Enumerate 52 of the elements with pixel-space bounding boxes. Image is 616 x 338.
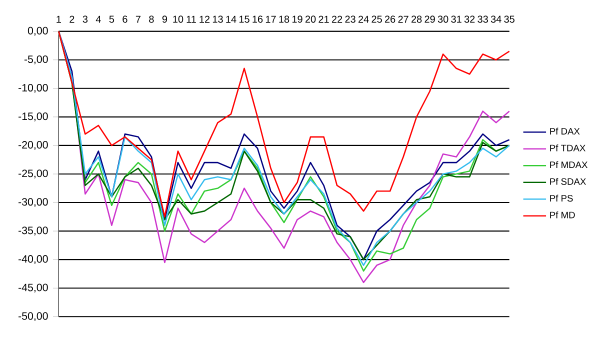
y-tick-label: -40,00 — [18, 255, 48, 264]
x-tick-label: 35 — [504, 16, 514, 23]
x-tick-label: 11 — [186, 16, 196, 23]
x-tick-label: 20 — [305, 16, 316, 23]
legend-label: Pf MD — [550, 211, 575, 218]
x-tick-label: 34 — [490, 16, 502, 23]
x-tick-label: 29 — [424, 16, 435, 23]
x-tick-label: 8 — [149, 16, 154, 23]
x-tick-label: 10 — [173, 16, 184, 23]
y-tick-label: -50,00 — [18, 312, 48, 322]
x-tick-label: 5 — [109, 16, 114, 23]
x-tick-label: 21 — [318, 16, 329, 23]
x-tick-label: 3 — [82, 16, 88, 23]
y-tick-label: 0,00 — [28, 26, 48, 36]
y-tick-label: -15,00 — [18, 112, 48, 122]
y-tick-label: -30,00 — [18, 198, 48, 207]
x-tick-label: 27 — [398, 16, 408, 23]
x-tick-label: 31 — [451, 16, 462, 23]
legend-label: Pf PS — [550, 194, 573, 202]
x-tick-label: 32 — [464, 16, 475, 23]
y-tick-label: -10,00 — [18, 84, 48, 93]
x-tick-label: 12 — [200, 16, 210, 23]
x-tick-label: 19 — [292, 16, 302, 23]
x-tick-label: 22 — [332, 16, 342, 23]
x-tick-label: 26 — [384, 16, 396, 23]
y-tick-label: -35,00 — [18, 226, 48, 236]
x-tick-label: 25 — [372, 16, 382, 23]
x-tick-label: 2 — [70, 16, 74, 23]
legend-label: Pf TDAX — [550, 144, 586, 152]
x-tick-label: 14 — [226, 16, 236, 23]
y-tick-label: -45,00 — [18, 284, 48, 293]
y-tick-label: -20,00 — [18, 141, 48, 150]
x-tick-label: 6 — [122, 16, 128, 23]
x-tick-label: 28 — [411, 16, 422, 23]
x-tick-label: 24 — [358, 16, 369, 23]
x-tick-label: 4 — [96, 16, 101, 23]
legend-label: Pf MDAX — [550, 161, 588, 168]
x-tick-label: 33 — [478, 16, 488, 23]
legend-label: Pf SDAX — [550, 178, 586, 185]
x-tick-label: 7 — [136, 16, 140, 23]
x-tick-label: 15 — [239, 16, 250, 23]
x-tick-label: 23 — [345, 16, 356, 23]
x-tick-label: 18 — [279, 16, 290, 23]
x-tick-label: 9 — [162, 16, 168, 23]
x-tick-label: 13 — [212, 16, 223, 23]
y-tick-label: -5,00 — [24, 55, 48, 64]
x-tick-label: 17 — [266, 16, 276, 23]
x-tick-label: 16 — [252, 16, 263, 23]
y-tick-label: -25,00 — [18, 170, 48, 178]
legend-label: Pf DAX — [550, 128, 580, 134]
x-tick-label: 30 — [438, 16, 448, 23]
x-tick-label: 1 — [56, 16, 61, 23]
